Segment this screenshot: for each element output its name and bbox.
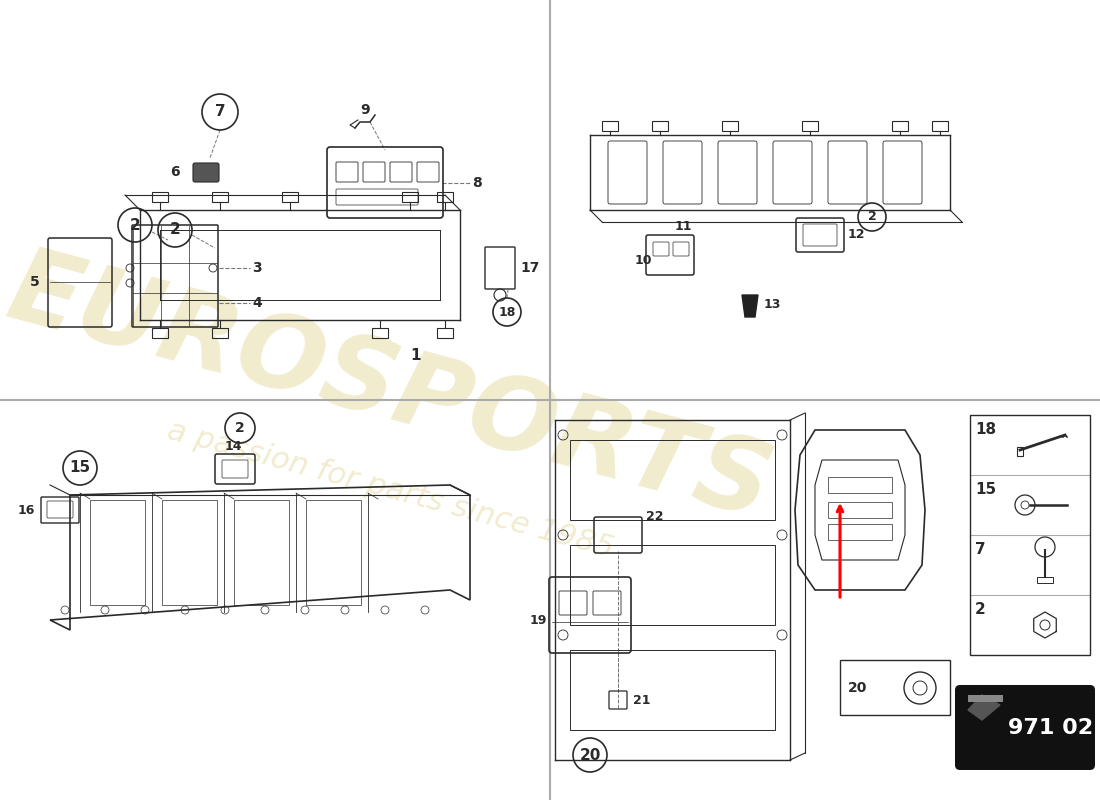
Bar [1018,447,1023,456]
Bar [802,121,818,131]
Bar [282,192,298,202]
Text: 19: 19 [530,614,548,626]
Text: 18: 18 [498,306,516,318]
Text: 3: 3 [252,261,262,275]
Text: 2: 2 [169,222,180,238]
Text: 1: 1 [410,347,420,362]
Bar [570,545,776,625]
Text: 7: 7 [975,542,986,558]
Bar [306,500,361,605]
Bar [152,328,168,338]
Polygon shape [968,695,1000,720]
Text: 2: 2 [130,218,141,233]
Text: 2: 2 [868,210,877,223]
Bar [152,192,168,202]
Text: 4: 4 [252,296,262,310]
Bar [932,121,948,131]
Text: 8: 8 [472,176,482,190]
Text: 13: 13 [764,298,781,311]
Bar [437,328,453,338]
Bar [840,660,950,715]
Bar [212,328,228,338]
Bar [570,440,776,520]
Text: a passion for parts since 1985: a passion for parts since 1985 [164,416,616,564]
Bar [372,328,388,338]
Text: 10: 10 [635,254,652,266]
Text: 20: 20 [580,747,601,762]
Text: 12: 12 [848,229,866,242]
Text: 6: 6 [170,165,179,179]
Text: 14: 14 [226,439,242,453]
Bar [722,121,738,131]
Bar [234,500,289,605]
Bar [970,415,1090,655]
Text: 971 02: 971 02 [1008,718,1093,738]
Text: 2: 2 [975,602,986,618]
Bar [828,477,892,493]
Bar [652,121,668,131]
Bar [90,500,145,605]
Text: 17: 17 [520,261,539,275]
Text: 15: 15 [975,482,997,498]
Text: EUROSPORTS: EUROSPORTS [0,239,782,541]
Text: 18: 18 [975,422,997,438]
Text: 22: 22 [646,510,663,523]
Text: 16: 16 [18,503,35,517]
FancyBboxPatch shape [192,163,219,182]
Bar [828,502,892,518]
Polygon shape [742,295,758,317]
Text: 7: 7 [214,105,225,119]
Text: 21: 21 [632,694,650,706]
Bar [437,192,453,202]
Text: 5: 5 [30,275,40,289]
Text: 11: 11 [675,221,693,234]
Text: 9: 9 [360,103,370,117]
Bar [892,121,907,131]
Bar [968,695,1003,702]
FancyBboxPatch shape [955,685,1094,770]
Bar [402,192,418,202]
Bar [162,500,217,605]
Bar [1037,577,1053,583]
Text: 2: 2 [235,421,245,435]
Bar [212,192,228,202]
Text: 15: 15 [69,461,90,475]
Bar [570,650,776,730]
Bar [828,524,892,540]
Text: 20: 20 [848,681,868,695]
Bar [602,121,618,131]
